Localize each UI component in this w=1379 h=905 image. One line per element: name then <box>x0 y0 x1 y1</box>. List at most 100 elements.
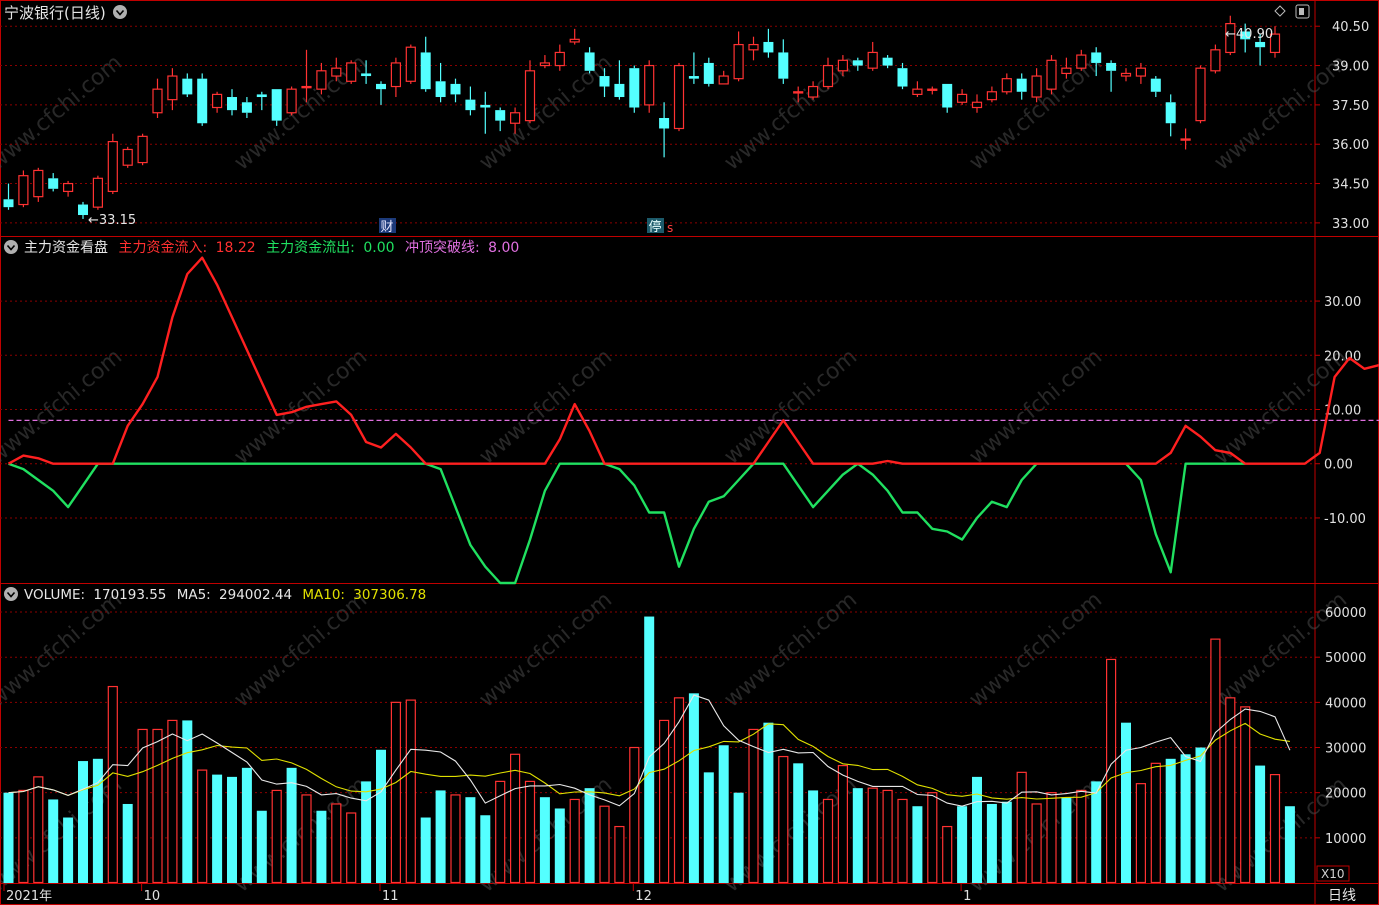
candle-body <box>1046 59 1057 90</box>
price-grid <box>0 25 1315 224</box>
volume-ma-lines <box>8 694 1291 807</box>
candle-down <box>703 57 714 87</box>
candle-up <box>912 81 923 98</box>
candle-body <box>510 112 521 124</box>
date-tick-label: 12 <box>635 889 652 904</box>
candle-body <box>1240 31 1251 40</box>
volume-bar-up <box>346 812 357 884</box>
volume-tick-label: 60000 <box>1325 606 1366 621</box>
volume-bar-down <box>1284 806 1295 883</box>
high-label: 40.90 <box>1236 27 1273 42</box>
title-dropdown-icon[interactable] <box>113 5 127 19</box>
volume-bar-up <box>822 798 834 884</box>
candle-body <box>1061 67 1072 75</box>
volume-bar-down <box>808 790 819 883</box>
candle-down <box>376 81 386 105</box>
candle-body <box>539 62 551 67</box>
volume-bar-down <box>63 817 74 883</box>
candle-body <box>167 75 178 101</box>
indicator-dropdown-icon[interactable] <box>4 240 18 254</box>
candle-body <box>480 104 491 108</box>
volume-value: 170193.55 <box>93 587 166 603</box>
volume-bar-up <box>629 746 640 884</box>
volume-bar-down <box>1121 722 1131 883</box>
candle-body <box>629 68 640 108</box>
volume-bar-up <box>614 825 625 884</box>
candle-body <box>48 178 59 189</box>
watermark-text: www.cfchi.com <box>475 587 617 712</box>
candle-down <box>48 173 59 192</box>
candle-body <box>271 89 282 121</box>
candle-down <box>1165 94 1176 137</box>
event-marker-cai[interactable]: 财 <box>379 218 396 235</box>
svg-text:X10: X10 <box>1321 867 1345 881</box>
watermark-text: www.cfchi.com <box>0 344 127 469</box>
candle-up <box>33 167 44 202</box>
volume-bar-up <box>390 701 401 884</box>
indicator-series <box>7 256 1379 585</box>
volume-bar-up <box>658 719 670 884</box>
candle-up <box>956 89 968 105</box>
volume-bar-up <box>1135 783 1147 884</box>
candle-down <box>480 91 491 134</box>
volume-bar-up <box>152 728 163 884</box>
candle-down <box>3 183 14 210</box>
candle-up <box>301 49 312 103</box>
candle-body <box>867 51 878 69</box>
candle-body <box>182 78 193 95</box>
candle-body <box>33 169 44 198</box>
inflow-label: 主力资金流入: <box>118 240 207 256</box>
candle-up <box>673 62 685 132</box>
volume-bar-up <box>405 699 416 884</box>
volume-bar-down <box>852 788 863 883</box>
candle-body <box>793 91 804 94</box>
candle-up <box>92 175 104 210</box>
event-marker-ting[interactable]: 停 s <box>647 218 673 235</box>
volume-dropdown-icon[interactable] <box>4 587 18 601</box>
candle-up <box>733 31 744 82</box>
inflow-value: 18.22 <box>216 240 256 256</box>
candle-body <box>659 118 670 129</box>
candle-body <box>465 99 476 111</box>
candle-up <box>1120 68 1132 82</box>
volume-bar-up <box>137 728 148 884</box>
diamond-icon[interactable] <box>1274 5 1286 17</box>
candle-up <box>1031 68 1042 103</box>
candle-body <box>1016 78 1027 92</box>
candle-body <box>882 57 893 66</box>
candle-down <box>227 89 237 116</box>
candle-up <box>1046 55 1057 95</box>
candle-body <box>1180 138 1191 141</box>
candle-body <box>837 59 849 72</box>
candle-body <box>986 91 998 101</box>
svg-text:财: 财 <box>381 220 394 235</box>
candle-body <box>673 64 685 130</box>
candle-up <box>718 70 729 85</box>
candle-down <box>629 65 640 113</box>
candle-body <box>316 70 327 90</box>
candle-up <box>62 180 74 197</box>
candle-body <box>971 101 983 109</box>
volume-bar-down <box>227 776 237 883</box>
candle-down <box>182 73 193 98</box>
candle-body <box>942 83 953 108</box>
candle-body <box>912 88 923 96</box>
candle-up <box>807 81 819 100</box>
candle-down <box>584 47 595 74</box>
volume-bar-up <box>599 805 610 884</box>
indicator-tick-label: 30.00 <box>1324 295 1361 310</box>
indicator-legend: 主力资金看盘 主力资金流入: 18.22 主力资金流出: 0.00 冲顶突破线:… <box>4 239 519 256</box>
candle-body <box>405 46 416 82</box>
candle-body <box>152 88 163 114</box>
candle-body <box>227 97 237 111</box>
candle-up <box>122 146 133 168</box>
low-marker: ←33.15 <box>88 213 136 228</box>
ma10-value: 307306.78 <box>353 587 426 603</box>
outflow-label: 主力资金流出: <box>266 240 355 256</box>
candle-down <box>1240 23 1251 53</box>
volume-bar-down <box>763 722 774 883</box>
candle-up <box>1195 65 1206 124</box>
period-label[interactable]: 日线 <box>1328 888 1356 904</box>
candle-body <box>1031 75 1042 98</box>
window-toggle-icon[interactable] <box>1295 4 1310 19</box>
